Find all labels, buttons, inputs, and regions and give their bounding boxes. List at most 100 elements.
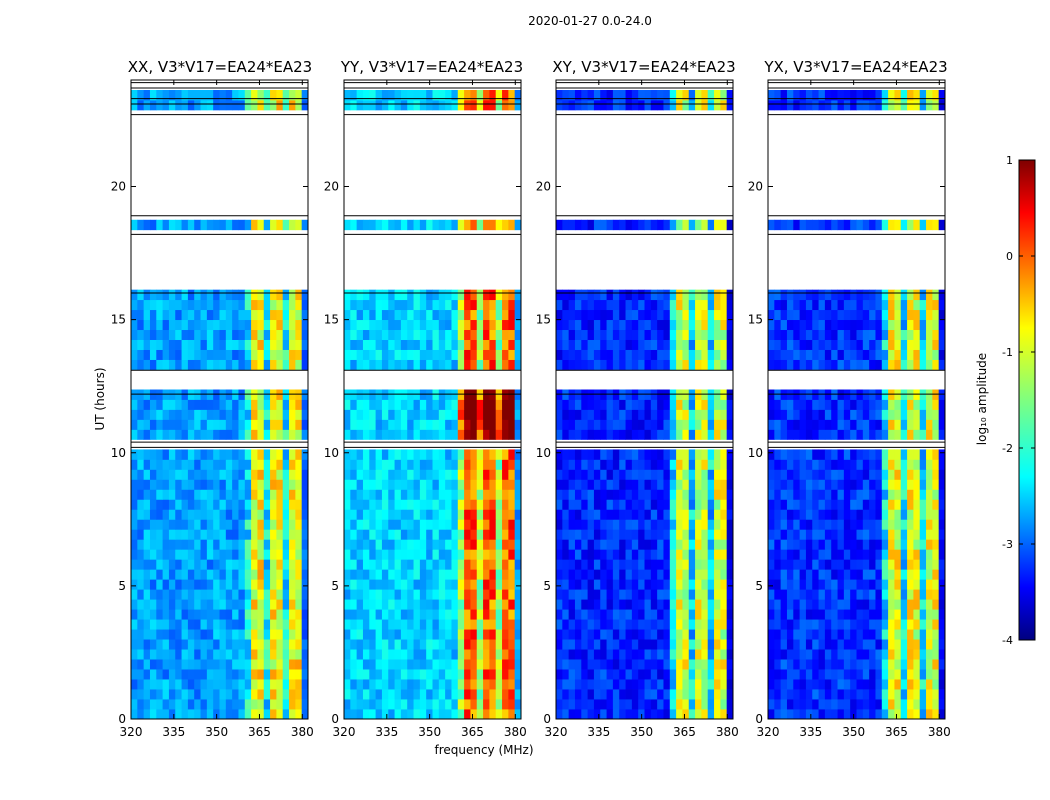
heatmap-cell	[149, 519, 157, 530]
heatmap-cell	[432, 589, 440, 600]
heatmap-cell	[644, 639, 652, 650]
heatmap-cell	[502, 629, 509, 640]
heatmap-cell	[688, 529, 696, 540]
heatmap-cell	[394, 459, 402, 470]
heatmap-cell	[875, 689, 883, 700]
heatmap-cell	[143, 459, 151, 470]
heatmap-cell	[676, 429, 683, 440]
heatmap-cell	[837, 299, 845, 311]
heatmap-cell	[768, 589, 775, 600]
heatmap-cell	[888, 469, 895, 480]
heatmap-cell	[768, 219, 775, 231]
heatmap-cell	[362, 409, 370, 420]
heatmap-cell	[464, 589, 471, 600]
heatmap-cell	[774, 579, 782, 590]
heatmap-cell	[451, 459, 459, 470]
heatmap-cell	[476, 339, 484, 350]
heatmap-cell	[913, 469, 921, 480]
heatmap-cell	[225, 579, 233, 590]
heatmap-cell	[244, 289, 252, 301]
heatmap-cell	[400, 549, 408, 560]
heatmap-cell	[149, 549, 157, 560]
heatmap-cell	[181, 579, 189, 590]
heatmap-cell	[900, 89, 908, 101]
heatmap-cell	[257, 89, 265, 101]
heatmap-cell	[407, 419, 414, 430]
heatmap-cell	[663, 609, 671, 620]
heatmap-cell	[932, 609, 940, 620]
heatmap-cell	[574, 299, 582, 311]
heatmap-cell	[862, 419, 870, 430]
heatmap-cell	[843, 619, 851, 630]
heatmap-cell	[786, 609, 794, 620]
heatmap-cell	[381, 299, 389, 311]
heatmap-cell	[625, 519, 633, 530]
heatmap-cell	[726, 669, 734, 680]
heatmap-cell	[168, 679, 176, 690]
heatmap-cell	[394, 599, 402, 610]
heatmap-cell	[426, 529, 433, 540]
heatmap-cell	[625, 569, 633, 580]
heatmap-cell	[419, 469, 427, 480]
heatmap-cell	[232, 89, 239, 101]
heatmap-cell	[149, 419, 157, 430]
heatmap-cell	[350, 699, 358, 710]
heatmap-cell	[786, 649, 794, 660]
heatmap-cell	[206, 489, 214, 500]
heatmap-cell	[799, 519, 807, 530]
heatmap-cell	[270, 409, 277, 420]
heatmap-cell	[568, 709, 576, 720]
heatmap-cell	[600, 99, 607, 111]
heatmap-cell	[894, 629, 902, 640]
heatmap-cell	[869, 699, 876, 710]
heatmap-cell	[657, 669, 664, 680]
heatmap-cell	[701, 589, 709, 600]
heatmap-cell	[606, 389, 614, 400]
heatmap-cell	[688, 569, 696, 580]
heatmap-cell	[786, 539, 794, 550]
heatmap-cell	[213, 419, 220, 430]
heatmap-cell	[650, 609, 658, 620]
heatmap-cell	[812, 499, 819, 510]
heatmap-cell	[257, 579, 265, 590]
heatmap-cell	[489, 99, 497, 111]
heatmap-cell	[344, 489, 351, 500]
heatmap-cell	[799, 569, 807, 580]
heatmap-cell	[556, 679, 563, 690]
heatmap-cell	[388, 519, 395, 530]
heatmap-cell	[938, 219, 946, 231]
heatmap-cell	[631, 649, 639, 660]
heatmap-cell	[344, 429, 351, 440]
heatmap-cell	[676, 329, 683, 340]
heatmap-cell	[375, 559, 383, 570]
heatmap-cell	[362, 679, 370, 690]
y-tick-label: 20	[324, 180, 339, 194]
heatmap-cell	[688, 349, 696, 360]
heatmap-cell	[426, 579, 433, 590]
heatmap-cell	[799, 609, 807, 620]
heatmap-cell	[818, 709, 826, 720]
heatmap-cell	[457, 529, 465, 540]
heatmap-cell	[676, 619, 683, 630]
heatmap-cell	[856, 619, 864, 630]
heatmap-cell	[926, 619, 933, 630]
heatmap-cell	[587, 389, 595, 400]
heatmap-cell	[786, 459, 794, 470]
heatmap-cell	[451, 699, 459, 710]
heatmap-cell	[489, 499, 497, 510]
heatmap-cell	[850, 329, 857, 340]
heatmap-cell	[869, 479, 876, 490]
heatmap-cell	[824, 309, 832, 321]
heatmap-cell	[181, 669, 189, 680]
heatmap-cell	[213, 649, 220, 660]
heatmap-cell	[938, 309, 946, 321]
heatmap-cell	[244, 509, 252, 520]
heatmap-cell	[301, 469, 309, 480]
heatmap-cell	[413, 689, 421, 700]
x-tick-label: 350	[205, 725, 228, 739]
heatmap-cell	[502, 619, 509, 630]
heatmap-cell	[869, 529, 876, 540]
heatmap-cell	[701, 579, 709, 590]
heatmap-cell	[695, 499, 702, 510]
heatmap-cell	[780, 349, 788, 360]
